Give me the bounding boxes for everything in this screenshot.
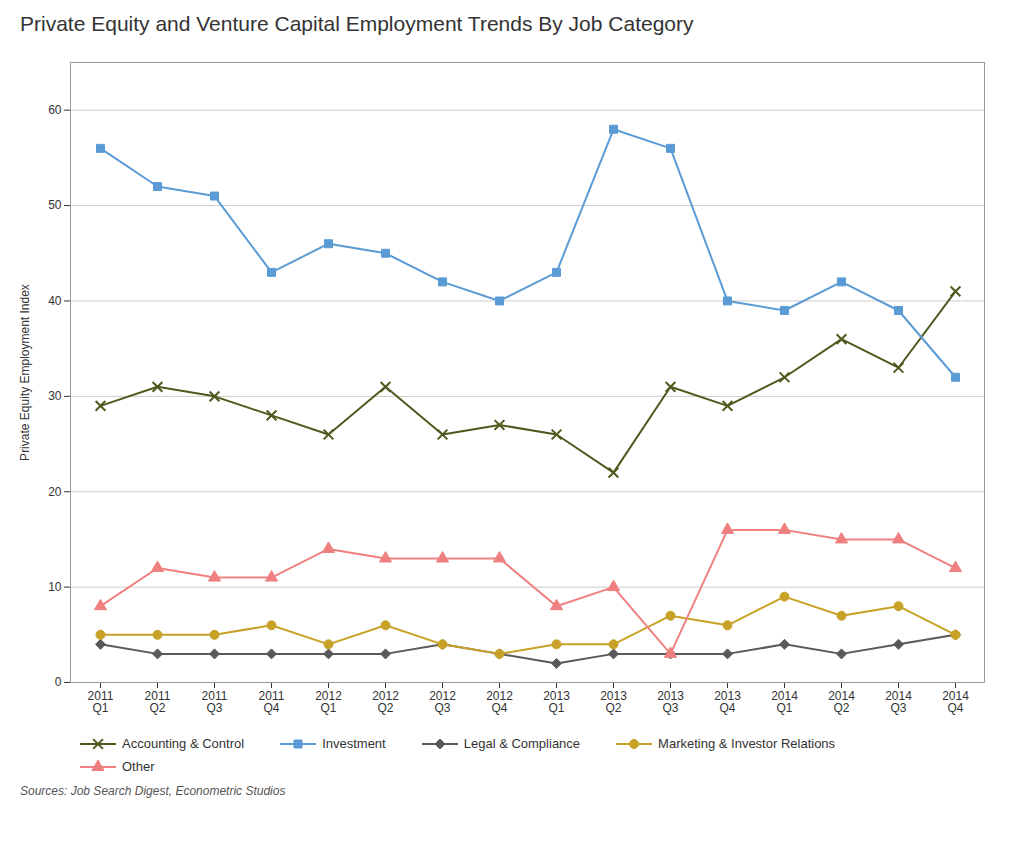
- svg-text:2012Q2: 2012Q2: [372, 689, 399, 715]
- svg-text:0: 0: [55, 675, 62, 689]
- html-text:Marketing & Investor Relations: Marketing & Investor Relations: [658, 736, 836, 751]
- svg-text:30: 30: [48, 389, 62, 403]
- svg-text:50: 50: [48, 198, 62, 212]
- svg-text:2011Q2: 2011Q2: [145, 689, 171, 715]
- html-text:Investment: Investment: [322, 736, 386, 751]
- svg-text:Private Equity Employment Inde: Private Equity Employment Index: [18, 284, 32, 461]
- svg-text:60: 60: [48, 103, 62, 117]
- html-text:Sources: Job Search Digest, Ec: Sources: Job Search Digest, Econometric …: [20, 784, 286, 798]
- svg-text:20: 20: [48, 485, 62, 499]
- html-text:Accounting & Control: Accounting & Control: [122, 736, 245, 751]
- html-text:Legal & Compliance: Legal & Compliance: [463, 736, 581, 751]
- html-text:Private Equity and Venture Cap: Private Equity and Venture Capital Emplo…: [20, 12, 694, 35]
- svg-text:2013Q4: 2013Q4: [714, 689, 741, 715]
- svg-text:2013Q2: 2013Q2: [600, 689, 627, 715]
- svg-text:2011Q1: 2011Q1: [88, 689, 114, 715]
- svg-text:2013Q3: 2013Q3: [657, 689, 684, 715]
- svg-text:2014Q2: 2014Q2: [828, 689, 855, 715]
- html-text:Other: Other: [122, 759, 155, 774]
- svg-text:2012Q4: 2012Q4: [486, 689, 513, 715]
- svg-text:2012Q3: 2012Q3: [429, 689, 456, 715]
- svg-text:2014Q1: 2014Q1: [771, 689, 798, 715]
- svg-text:10: 10: [48, 580, 62, 594]
- svg-text:2011Q3: 2011Q3: [202, 689, 228, 715]
- svg-text:2011Q4: 2011Q4: [259, 689, 285, 715]
- svg-text:2012Q1: 2012Q1: [315, 689, 342, 715]
- svg-text:2013Q1: 2013Q1: [543, 689, 570, 715]
- svg-text:2014Q3: 2014Q3: [885, 689, 912, 715]
- svg-text:2014Q4: 2014Q4: [942, 689, 969, 715]
- svg-text:40: 40: [48, 294, 62, 308]
